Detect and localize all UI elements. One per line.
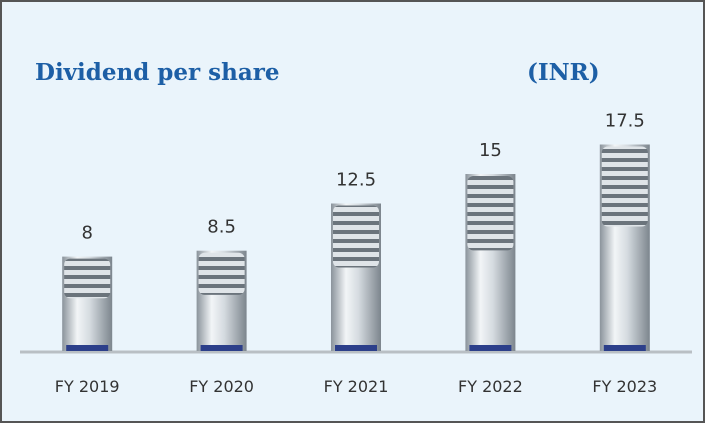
x-tick-label: FY 2019 [55, 377, 120, 396]
x-tick-label: FY 2021 [324, 377, 389, 396]
x-tick-label: FY 2022 [458, 377, 523, 396]
pump-coil [333, 206, 379, 268]
data-label: 12.5 [336, 170, 376, 191]
pump-cap [469, 345, 511, 351]
pump-cap [201, 345, 243, 351]
data-label: 17.5 [605, 111, 645, 132]
page: Dividend per share (INR) FY 2019 8 FY 2020… [0, 0, 705, 423]
pump-cap [66, 345, 108, 351]
pump-cap [335, 345, 377, 351]
pump-coil [199, 253, 245, 295]
x-tick-label: FY 2023 [592, 377, 657, 396]
chart-title: Dividend per share [35, 59, 279, 86]
pump-cap [604, 345, 646, 351]
unit-label: (INR) [527, 59, 600, 86]
pump-coil [467, 176, 513, 250]
pump-coil [602, 147, 648, 227]
data-label: 8 [81, 223, 92, 244]
x-tick-label: FY 2020 [189, 377, 254, 396]
data-label: 15 [479, 140, 502, 161]
data-label: 8.5 [207, 217, 236, 238]
pump-coil [64, 259, 110, 299]
chart: Dividend per share (INR) FY 2019 8 FY 2020… [0, 0, 705, 423]
